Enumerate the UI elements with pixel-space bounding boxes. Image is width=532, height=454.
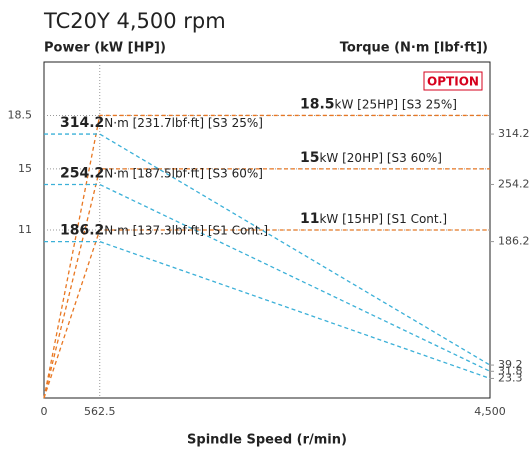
series-label-value: 15 bbox=[300, 150, 319, 166]
series-label-name: N·m [187.5lbf·ft] [S3 60%] bbox=[104, 166, 263, 180]
series-label-name: N·m [137.3lbf·ft] [S1 Cont.] bbox=[104, 223, 268, 237]
series-line bbox=[43, 168, 490, 399]
series-label-value: 11 bbox=[300, 211, 319, 227]
series-line bbox=[43, 229, 490, 399]
y2-tick-label: 254.2 bbox=[498, 177, 530, 190]
series-line bbox=[44, 133, 491, 366]
x-axis-label: Spindle Speed (r/min) bbox=[187, 433, 347, 448]
series-label-value: 254.2 bbox=[60, 165, 104, 181]
series-label: 18.5kW [25HP] [S3 25%] bbox=[300, 96, 457, 112]
y-tick-label: 11 bbox=[18, 223, 32, 236]
x-tick-label: 4,500 bbox=[474, 405, 506, 418]
x-tick-label: 562.5 bbox=[84, 405, 116, 418]
series-label-value: 314.2 bbox=[60, 115, 104, 131]
y2-tick-label: 314.2 bbox=[498, 127, 530, 140]
y2-axis-label: Torque (N·m [lbf·ft]) bbox=[340, 41, 488, 56]
y2-tick-label: 39.2 bbox=[498, 358, 523, 371]
y-tick-label: 18.5 bbox=[8, 108, 33, 121]
series-label: 314.2N·m [231.7lbf·ft] [S3 25%] bbox=[60, 115, 263, 131]
series-label: 254.2N·m [187.5lbf·ft] [S3 60%] bbox=[60, 165, 263, 181]
series-line bbox=[44, 240, 491, 380]
series-line bbox=[44, 183, 491, 372]
y-axis-label: Power (kW [HP]) bbox=[44, 41, 166, 56]
y2-tick-label: 186.2 bbox=[498, 235, 530, 248]
series-label: 11kW [15HP] [S1 Cont.] bbox=[300, 211, 447, 227]
series-label-value: 186.2 bbox=[60, 223, 104, 239]
x-tick-label: 0 bbox=[41, 405, 48, 418]
series-label-name: kW [15HP] [S1 Cont.] bbox=[319, 212, 447, 226]
series-label: 186.2N·m [137.3lbf·ft] [S1 Cont.] bbox=[60, 223, 268, 239]
series-label: 15kW [20HP] [S3 60%] bbox=[300, 150, 442, 166]
series-label-value: 18.5 bbox=[300, 96, 335, 112]
series-label-name: kW [25HP] [S3 25%] bbox=[335, 97, 457, 111]
badge: OPTION bbox=[427, 75, 479, 89]
series-label-name: kW [20HP] [S3 60%] bbox=[319, 150, 441, 164]
chart-title: TC20Y 4,500 rpm bbox=[43, 9, 226, 33]
series-line bbox=[43, 114, 490, 399]
series-label-name: N·m [231.7lbf·ft] [S3 25%] bbox=[104, 116, 263, 130]
y-tick-label: 15 bbox=[18, 162, 32, 175]
y2-tick-label: 23.3 bbox=[498, 371, 523, 384]
badge-box bbox=[423, 71, 483, 91]
y2-tick-label: 31.8 bbox=[498, 364, 523, 377]
